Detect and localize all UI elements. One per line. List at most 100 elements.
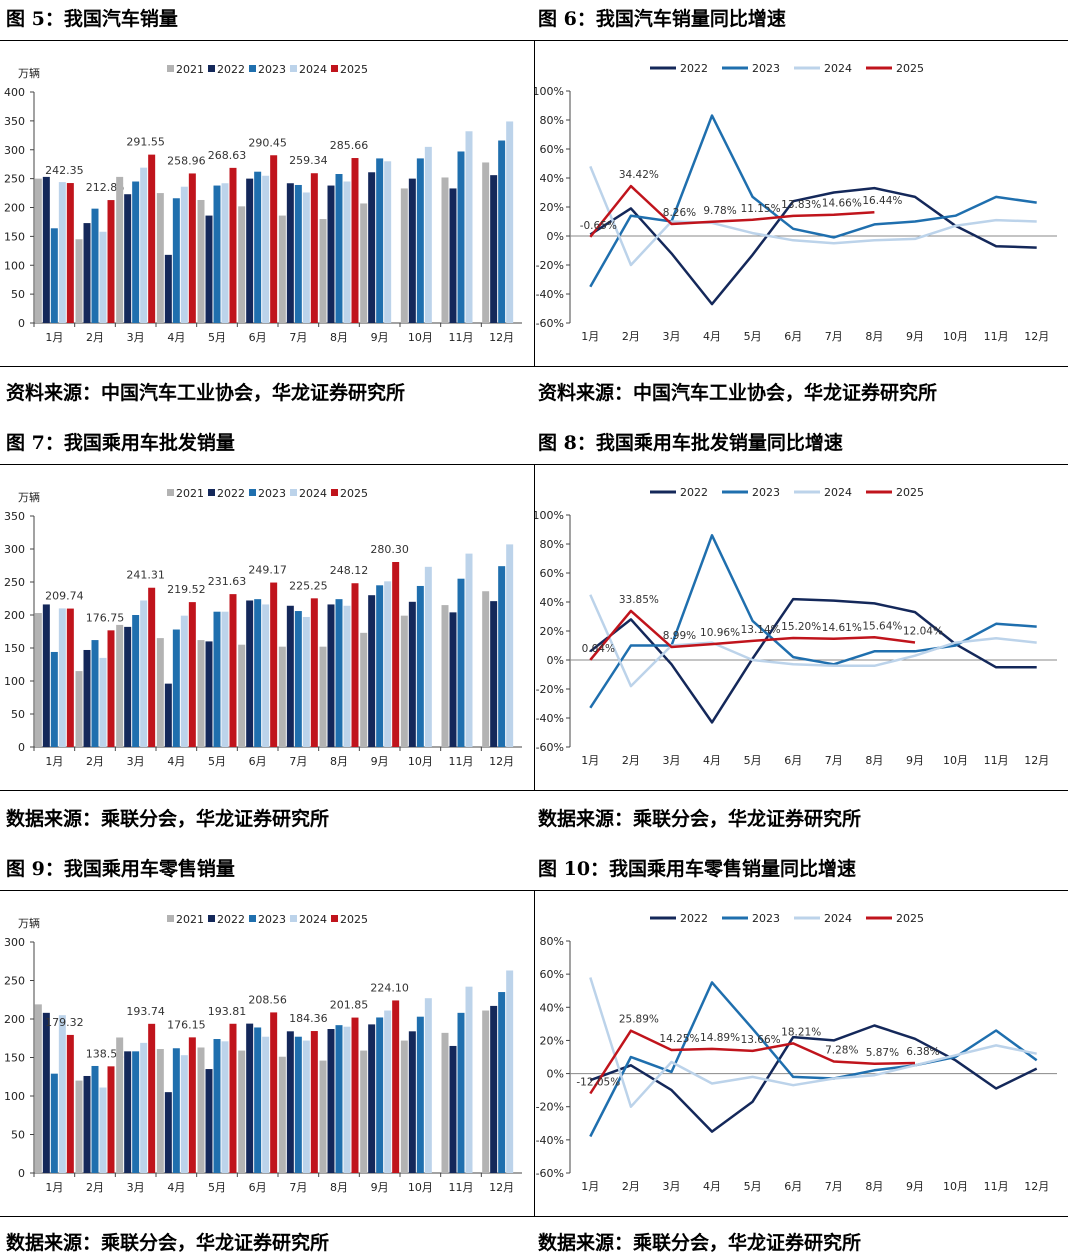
data-label: 8.26% — [663, 207, 696, 219]
x-tick-label: 11月 — [449, 1181, 474, 1194]
legend-label-2021: 2021 — [176, 487, 204, 500]
bar-2025 — [310, 1031, 318, 1173]
x-tick-label: 4月 — [167, 331, 185, 344]
bar-2025 — [310, 173, 318, 323]
x-tick-label: 1月 — [581, 754, 599, 767]
x-tick-label: 6月 — [249, 755, 267, 768]
y-tick-label: 80% — [540, 538, 564, 551]
x-tick-label: 3月 — [662, 754, 680, 767]
x-tick-label: 1月 — [45, 331, 63, 344]
bar-2023 — [498, 992, 506, 1173]
legend-label-2023: 2023 — [752, 912, 780, 925]
bar-2023 — [416, 1016, 424, 1173]
legend-label-2024: 2024 — [824, 912, 852, 925]
legend-label-2024: 2024 — [299, 487, 327, 500]
bar-2025 — [66, 183, 74, 323]
bar-2025 — [229, 167, 237, 323]
bar-2023 — [91, 1065, 99, 1173]
legend-label-2023: 2023 — [258, 487, 286, 500]
bar-2022 — [408, 601, 416, 747]
series-line-2025 — [589, 609, 916, 661]
bar-2024 — [302, 1040, 310, 1173]
y-tick-label: 60% — [540, 968, 564, 981]
bar-2021 — [400, 188, 408, 323]
x-tick-label: 9月 — [371, 331, 389, 344]
legend-label-2022: 2022 — [217, 63, 245, 76]
data-label: 9.78% — [703, 205, 736, 217]
bar-2024 — [465, 553, 473, 747]
bar-2022 — [408, 1031, 416, 1173]
bar-2021 — [116, 176, 124, 323]
x-tick-label: 11月 — [449, 755, 474, 768]
legend-label-2022: 2022 — [217, 487, 245, 500]
x-tick-label: 11月 — [984, 754, 1009, 767]
bar-2025 — [148, 1023, 156, 1173]
data-label: 12.04% — [903, 626, 943, 638]
bar-2025 — [148, 587, 156, 747]
bar-2021 — [34, 178, 42, 323]
row3-divider — [534, 890, 535, 1216]
x-tick-label: 1月 — [45, 1181, 63, 1194]
x-tick-label: 9月 — [906, 1180, 924, 1193]
bar-2021 — [360, 203, 368, 323]
bar-2024 — [221, 1041, 229, 1173]
x-tick-label: 9月 — [906, 754, 924, 767]
x-tick-label: 12月 — [1024, 330, 1049, 343]
bar-2021 — [400, 1040, 408, 1173]
bar-2024 — [99, 657, 107, 747]
bar-2025 — [188, 1037, 196, 1173]
data-label: 15.64% — [862, 620, 902, 632]
y-tick-label: 40% — [540, 1001, 564, 1014]
legend-label-2024: 2024 — [824, 486, 852, 499]
y-tick-label: 0 — [18, 1167, 25, 1180]
bar-2024 — [465, 131, 473, 323]
y-tick-label: 300 — [4, 936, 25, 949]
y-tick-label: 0% — [547, 654, 564, 667]
bar-2025 — [66, 608, 74, 747]
bar-2025 — [392, 1000, 400, 1173]
series-line-2025 — [589, 184, 875, 238]
data-label: 7.28% — [825, 1045, 858, 1057]
bar-2023 — [457, 1012, 465, 1173]
y-tick-label: -40% — [536, 1134, 564, 1147]
bar-2025 — [392, 562, 400, 747]
x-tick-label: 2月 — [622, 754, 640, 767]
data-label: 193.81 — [208, 1005, 247, 1018]
x-tick-label: 8月 — [865, 1180, 883, 1193]
bar-2022 — [368, 595, 376, 747]
bar-2024 — [424, 566, 432, 747]
bar-2024 — [384, 161, 392, 323]
bar-2022 — [164, 1092, 172, 1173]
bar-2021 — [319, 1060, 327, 1173]
bar-2024 — [384, 581, 392, 747]
legend-swatch-2023 — [249, 65, 256, 72]
x-tick-label: 12月 — [1024, 754, 1049, 767]
x-tick-label: 12月 — [489, 1181, 514, 1194]
data-label: 280.30 — [370, 543, 409, 556]
legend-label-2024: 2024 — [824, 62, 852, 75]
bar-2024 — [262, 1036, 270, 1173]
bar-2022 — [449, 612, 457, 747]
bar-2021 — [482, 591, 490, 747]
data-label: 184.36 — [289, 1012, 328, 1025]
x-tick-label: 10月 — [408, 755, 433, 768]
bar-2021 — [197, 199, 205, 323]
bar-2021 — [278, 1056, 286, 1173]
bar-2022 — [42, 1012, 50, 1173]
figure-8-title: 图 8：我国乘用车批发销量同比增速 — [538, 432, 843, 454]
data-label: 14.61% — [822, 622, 862, 634]
data-label: 176.15 — [167, 1018, 206, 1031]
figure-5-chart: 万辆 0 50 100 150 200 250 300 350 400 1月 242.35 2月 212.… — [4, 63, 522, 344]
legend-swatch-2025 — [331, 915, 338, 922]
bar-2025 — [351, 158, 359, 323]
legend-label-2025: 2025 — [896, 912, 924, 925]
figure-9-title: 图 9：我国乘用车零售销量 — [6, 858, 235, 880]
figure-7-title: 图 7：我国乘用车批发销量 — [6, 432, 235, 454]
data-label: 176.75 — [86, 611, 125, 624]
bar-2025 — [66, 1034, 74, 1173]
legend-label-2022: 2022 — [680, 62, 708, 75]
data-label: 6.38% — [906, 1046, 939, 1058]
data-label: 258.96 — [167, 154, 206, 167]
x-tick-label: 2月 — [622, 330, 640, 343]
bar-2021 — [278, 215, 286, 323]
